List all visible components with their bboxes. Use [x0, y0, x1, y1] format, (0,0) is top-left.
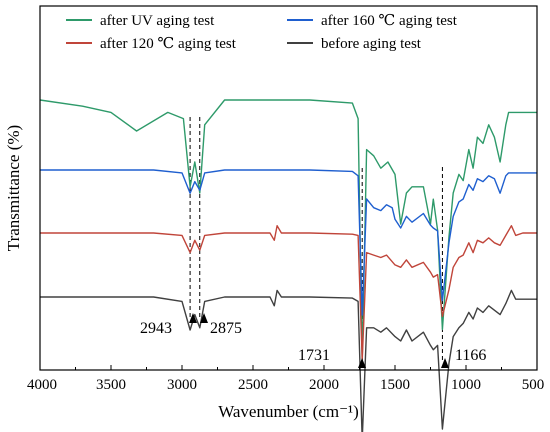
x-tick-label-500: 500	[522, 377, 545, 393]
peak-label-2943: 2943	[140, 320, 172, 337]
legend-label-1: after 160 ℃ aging test	[321, 13, 458, 29]
x-tick-label-3000: 3000	[167, 377, 197, 393]
x-tick-label-3500: 3500	[96, 377, 126, 393]
x-tick-label-2500: 2500	[238, 377, 268, 393]
plot-area: 2943 2875 1731 1166	[39, 99, 537, 432]
peak-label-1731: 1731	[298, 347, 330, 364]
peak-marker-2875	[200, 313, 208, 323]
legend: after UV aging test after 160 ℃ aging tes…	[66, 13, 458, 52]
series-line-2	[40, 225, 537, 362]
legend-label-2: after 120 ℃ aging test	[100, 36, 237, 52]
x-axis-title: Wavenumber (cm⁻¹)	[218, 402, 359, 421]
x-tick-label-4000: 4000	[27, 377, 57, 393]
peak-marker-2943	[189, 313, 197, 323]
x-tick-label-1000: 1000	[451, 377, 481, 393]
series-line-0	[39, 99, 537, 362]
series-line-1	[40, 169, 537, 316]
series-line-3	[40, 289, 537, 432]
y-axis-title: Transmittance (%)	[4, 125, 23, 251]
peak-label-2875: 2875	[210, 320, 242, 337]
peak-marker-1166	[441, 358, 449, 368]
legend-label-0: after UV aging test	[100, 13, 215, 29]
legend-label-3: before aging test	[321, 36, 422, 52]
x-tick-label-2000: 2000	[309, 377, 339, 393]
axis-ticks: 4000 3500 3000 2500 2000 1500 1000 500	[27, 365, 544, 393]
peak-marker-1731	[358, 358, 366, 368]
peak-label-1166: 1166	[455, 347, 486, 364]
plot-frame	[39, 5, 538, 371]
x-tick-label-1500: 1500	[380, 377, 410, 393]
